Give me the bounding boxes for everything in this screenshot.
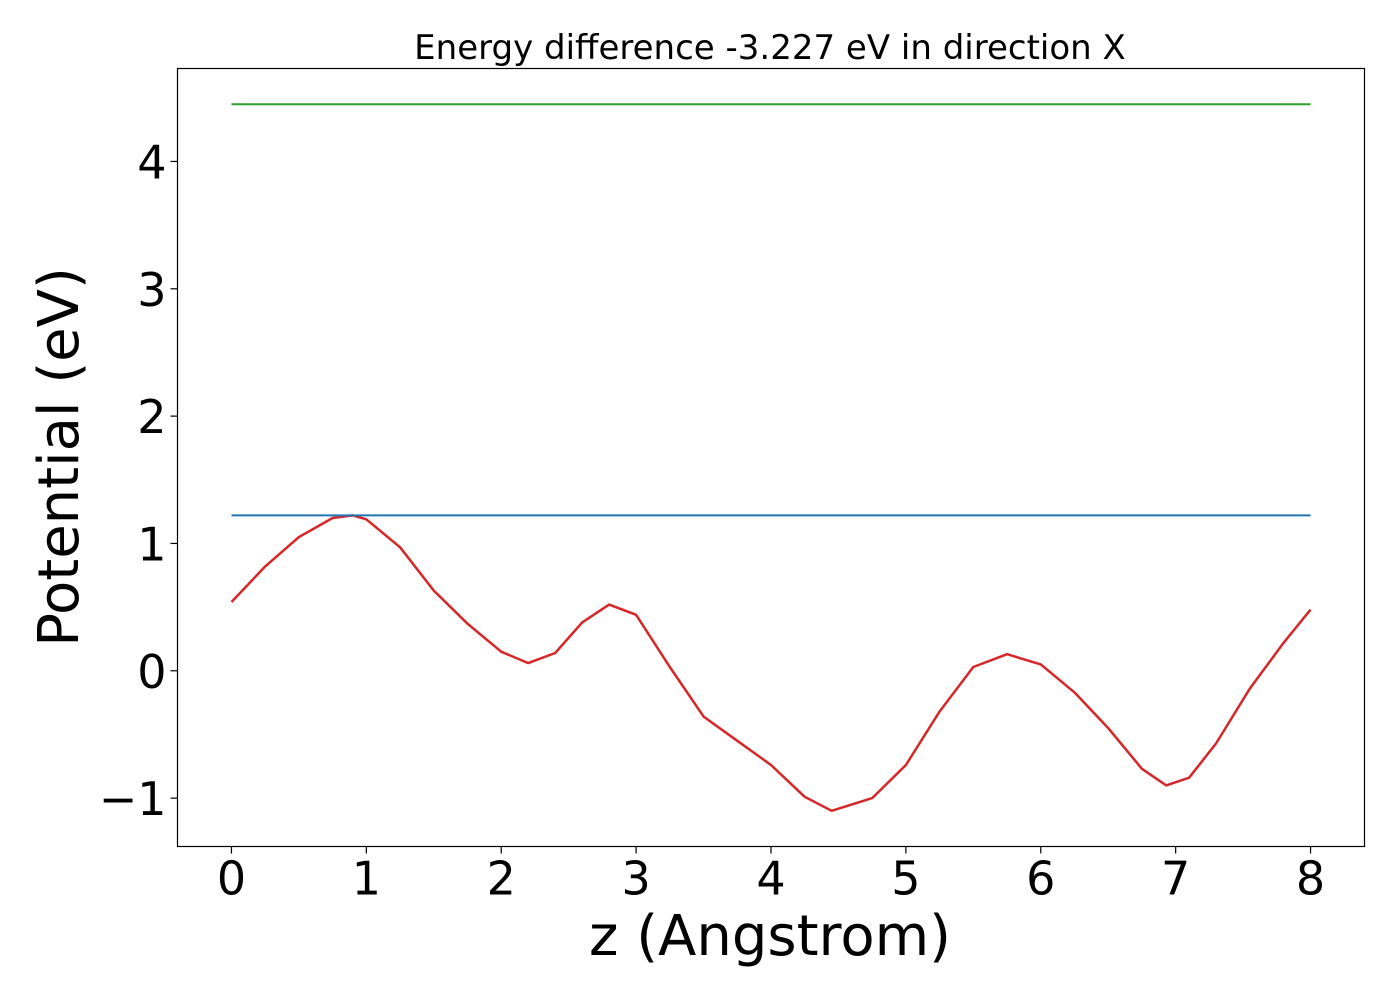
x-axis-label: z (Angstrom) <box>589 904 951 969</box>
x-tick-label: 0 <box>217 852 246 906</box>
x-tick-label: 3 <box>621 852 650 906</box>
x-axis-ticks: 0 1 2 3 4 5 6 7 8 <box>217 846 1325 906</box>
x-tick-label: 2 <box>487 852 516 906</box>
y-tick-label: −1 <box>99 772 167 826</box>
y-tick-label: 4 <box>137 135 166 189</box>
chart-title: Energy difference -3.227 eV in direction… <box>414 28 1126 68</box>
y-tick-label: 3 <box>137 263 166 317</box>
x-tick-label: 8 <box>1296 852 1325 906</box>
x-tick-label: 5 <box>891 852 920 906</box>
series-line-1 <box>230 514 1312 813</box>
x-tick-label: 6 <box>1026 852 1055 906</box>
plot-area-frame <box>176 67 1366 848</box>
y-axis-ticks: −1 0 1 2 3 4 <box>99 135 178 826</box>
series-layer <box>230 103 1312 813</box>
x-tick-label: 1 <box>352 852 381 906</box>
y-tick-label: 0 <box>137 645 166 699</box>
y-tick-label: 2 <box>137 390 166 444</box>
x-tick-label: 7 <box>1161 852 1190 906</box>
y-tick-label: 1 <box>137 517 166 571</box>
x-tick-label: 4 <box>756 852 785 906</box>
y-axis-label: Potential (eV) <box>27 267 92 647</box>
